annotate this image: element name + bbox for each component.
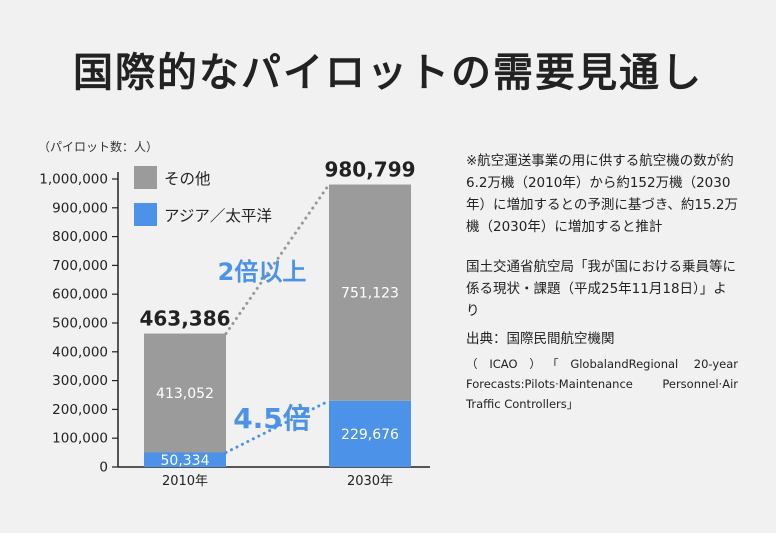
bar-value-label: 751,123	[341, 286, 399, 302]
note-source-mlit: 国土交通省航空局「我が国における乗員等に係る現状・課題（平成25年11月18日）…	[466, 259, 736, 319]
x-tick-label: 2010年	[162, 474, 208, 489]
y-tick-label: 300,000	[52, 373, 108, 389]
bar-segment	[144, 452, 226, 467]
bar-value-label: 413,052	[156, 386, 214, 402]
legend-swatch	[134, 203, 157, 226]
bars: 50,334 413,052 463,386 2010年 229,676 751,123 9…	[139, 158, 415, 489]
y-tick-label: 500,000	[52, 316, 108, 332]
y-tick-label: 800,000	[52, 229, 108, 245]
y-tick-label: 900,000	[52, 200, 108, 216]
bar-total-label: 463,386	[139, 307, 230, 331]
connectors	[224, 183, 331, 455]
notes: ※航空運送事業の用に供する航空機の数が約6.2万機（2010年）から約152万機…	[466, 150, 738, 414]
y-tick-label: 400,000	[52, 344, 108, 360]
y-tick-label: 700,000	[52, 258, 108, 274]
y-axis-label: （パイロット数：人）	[38, 139, 158, 154]
legend-label: その他	[164, 170, 211, 188]
annotations: 2倍以上 4.5倍	[218, 258, 311, 435]
asia-growth-annotation: 4.5倍	[233, 402, 311, 435]
bar-value-label: 229,676	[341, 427, 399, 443]
bar-value-label: 50,334	[161, 453, 210, 469]
note-source-heading: 出典：国際民間航空機関	[466, 331, 615, 347]
total-growth-annotation: 2倍以上	[218, 258, 307, 286]
bar-total-label: 980,799	[324, 158, 415, 182]
y-tick-label: 100,000	[52, 431, 108, 447]
bar-segment	[144, 333, 226, 453]
bar-segment	[329, 400, 411, 467]
y-tick-label: 600,000	[52, 287, 108, 303]
page-title: 国際的なパイロットの需要見通し	[73, 50, 703, 96]
total-growth-connector	[224, 183, 331, 336]
note-source-icao: （ICAO）「GlobalandRegional 20-year Forecas…	[466, 357, 738, 411]
x-tick-label: 2030年	[347, 474, 393, 489]
note-estimate: ※航空運送事業の用に供する航空機の数が約6.2万機（2010年）から約152万機…	[466, 153, 738, 235]
legend-swatch	[134, 166, 157, 189]
bar-segment	[329, 184, 411, 401]
asia-growth-connector	[224, 399, 331, 455]
y-tick-label: 1,000,000	[39, 172, 108, 188]
y-tick-label: 200,000	[52, 402, 108, 418]
y-axis: 0 100,000 200,000 300,000 400,000 500,000 600,…	[39, 172, 430, 476]
y-tick-label: 0	[99, 460, 108, 476]
legend-label: アジア／太平洋	[164, 207, 272, 225]
